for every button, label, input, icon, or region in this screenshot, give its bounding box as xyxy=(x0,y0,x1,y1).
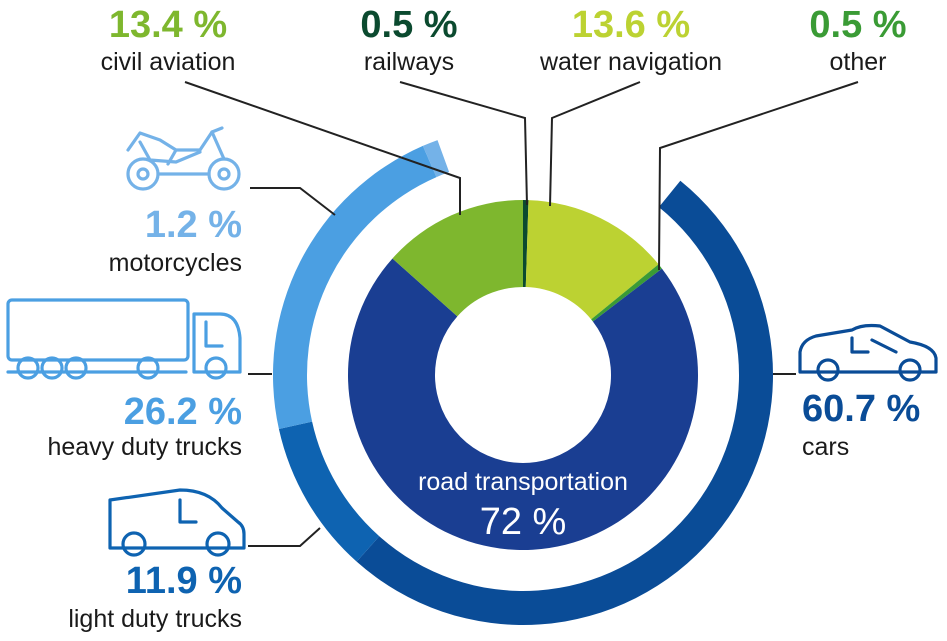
leader-lines xyxy=(184,81,859,547)
center-label: road transportation xyxy=(418,468,628,496)
inner-slice-road-transportation xyxy=(348,258,699,550)
category-label-railways: railways xyxy=(364,48,454,76)
category-label-other: other xyxy=(830,48,887,76)
inner-ring xyxy=(348,200,699,550)
value-label-other: 0.5 % xyxy=(809,4,906,46)
value-label-cars: 60.7 % xyxy=(802,388,920,430)
category-label-cars: cars xyxy=(802,433,849,461)
leader-light-duty-trucks xyxy=(248,527,321,547)
outer-slice-light-duty-trucks xyxy=(278,421,380,562)
truck-icon xyxy=(6,298,242,380)
leader-motorcycles xyxy=(250,187,336,216)
leader-water-navigation xyxy=(549,81,641,207)
leader-civil-aviation xyxy=(184,81,461,215)
category-label-water-navigation: water navigation xyxy=(539,48,722,76)
value-label-light-duty-trucks: 11.9 % xyxy=(126,560,242,602)
category-label-light-duty-trucks: light duty trucks xyxy=(68,605,242,633)
category-label-motorcycles: motorcycles xyxy=(109,249,242,277)
category-label-heavy-duty-trucks: heavy duty trucks xyxy=(47,433,242,461)
value-label-motorcycles: 1.2 % xyxy=(145,204,242,246)
inner-slice-water-navigation xyxy=(525,200,659,320)
inner-slice-other xyxy=(591,264,662,322)
leader-railways xyxy=(399,81,528,206)
value-label-railways: 0.5 % xyxy=(360,4,457,46)
value-label-water-navigation: 13.6 % xyxy=(572,4,690,46)
value-label-civil-aviation: 13.4 % xyxy=(109,4,227,46)
outer-slice-cars xyxy=(356,180,774,626)
inner-slice-railways xyxy=(523,200,529,288)
leader-other xyxy=(658,81,859,271)
value-label-heavy-duty-trucks: 26.2 % xyxy=(124,391,242,433)
inner-slice-civil-aviation xyxy=(392,200,523,317)
car-icon xyxy=(798,323,938,382)
category-label-civil-aviation: civil aviation xyxy=(101,48,236,76)
center-value: 72 % xyxy=(480,501,567,543)
motorcycle-icon xyxy=(126,126,241,191)
outer-ring xyxy=(273,140,774,626)
van-icon xyxy=(108,488,246,557)
outer-slice-heavy-duty-trucks xyxy=(273,145,437,429)
outer-slice-motorcycles xyxy=(422,140,450,178)
